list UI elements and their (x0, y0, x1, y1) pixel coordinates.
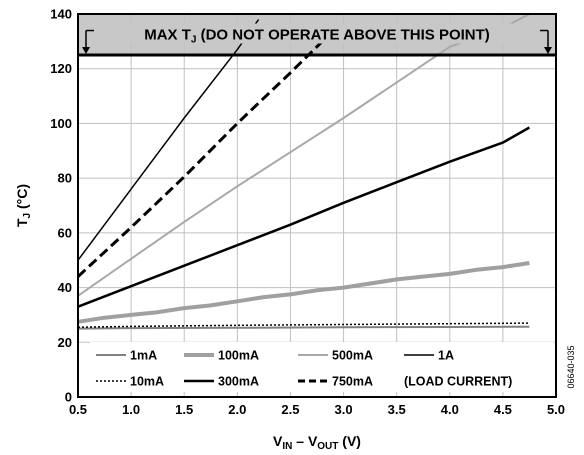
legend-note: (LOAD CURRENT) (404, 375, 512, 389)
region-arrow-head (544, 47, 552, 55)
y-tick-label: 100 (50, 116, 72, 131)
x-tick-label: 3.5 (388, 402, 406, 417)
y-tick-label: 20 (58, 335, 72, 350)
legend: 1mA 100mA 500mA 1A 10mA 300mA 750mA (LOAD CURRE… (90, 342, 554, 392)
y-tick-label: 80 (58, 171, 72, 186)
max-region-label-text: MAX TJ (DO NOT OPERATE ABOVE THIS POINT) (144, 27, 490, 46)
series-line-300ma (77, 126, 531, 308)
legend-label-300ma: 300mA (218, 375, 259, 389)
legend-box (90, 342, 554, 392)
series-line-1ma (77, 325, 530, 330)
series-line-750ma (76, 40, 324, 278)
x-tick-label: 0.5 (69, 402, 87, 417)
y-tick-label: 0 (65, 390, 72, 405)
axis-labels: 0.5 1.0 1.5 2.0 2.5 3.0 3.5 4.0 4.5 5.0 0 20 40 60 80 1… (14, 7, 576, 453)
axes (77, 13, 557, 398)
x-tick-label: 4.5 (494, 402, 512, 417)
max-region-overlay: MAX TJ (DO NOT OPERATE ABOVE THIS POINT) (78, 23, 556, 57)
grid (78, 14, 556, 397)
y-tick-label: 60 (58, 225, 72, 240)
legend-label-500ma: 500mA (332, 349, 373, 363)
max-region-label-bg (82, 23, 552, 44)
x-tick-label: 1.0 (122, 402, 140, 417)
series-line-100ma (77, 261, 530, 324)
y-axis-title: TJ (°C) (14, 184, 33, 227)
x-axis-title: VIN – VOUT (V) (273, 433, 361, 452)
legend-label-1ma: 1mA (130, 349, 157, 363)
x-tick-label: 1.5 (175, 402, 193, 417)
y-tick-label: 140 (50, 7, 72, 22)
x-tick-label: 4.0 (441, 402, 459, 417)
legend-label-10ma: 10mA (130, 375, 164, 389)
region-arrow-head (82, 47, 90, 55)
x-tick-label: 2.0 (228, 402, 246, 417)
x-tick-label: 5.0 (547, 402, 565, 417)
figure-id: 06640-035 (566, 345, 576, 388)
legend-label-750ma: 750mA (332, 375, 373, 389)
legend-label-1a: 1A (438, 349, 454, 363)
x-tick-label: 2.5 (281, 402, 299, 417)
series-line-10ma (77, 322, 530, 328)
y-tick-label: 120 (50, 61, 72, 76)
plot-frame (77, 13, 557, 398)
legend-label-100ma: 100mA (218, 349, 259, 363)
y-tick-label: 40 (58, 280, 72, 295)
x-tick-label: 3.0 (335, 402, 353, 417)
